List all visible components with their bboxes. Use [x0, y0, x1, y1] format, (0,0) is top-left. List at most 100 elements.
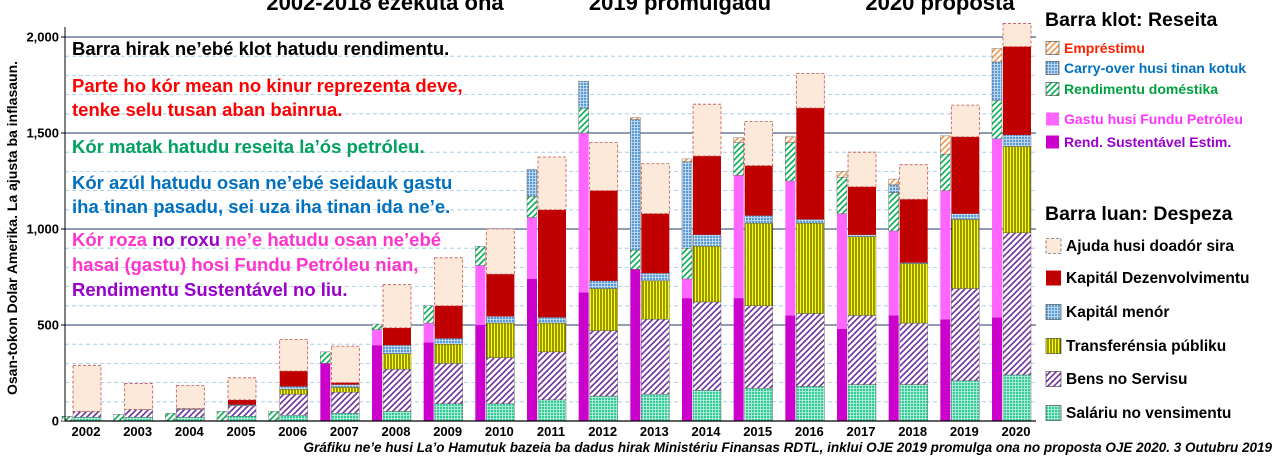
annotation-run: ne’e hatudu osan ne’ebé	[220, 229, 441, 250]
legend-swatch	[1046, 270, 1061, 286]
spending-bar	[950, 104, 980, 138]
legend-title: Barra luan: Despeza	[1045, 203, 1233, 225]
y-tick-label: 500	[37, 318, 59, 333]
x-tick-label: 2006	[278, 424, 307, 439]
spending-bar	[227, 416, 257, 422]
spending-bar	[537, 399, 567, 422]
spending-bar	[1003, 46, 1031, 135]
legend-swatch	[1045, 405, 1062, 421]
spending-bar	[486, 357, 515, 404]
spending-bar	[796, 219, 825, 224]
spending-bar	[692, 234, 722, 247]
x-tick-label: 2020	[1002, 424, 1031, 439]
annotation: Parte ho kór mean no kinur reprezenta de…	[72, 75, 463, 96]
y-tick-label: 2,000	[26, 30, 59, 45]
receipts-bar	[526, 196, 538, 218]
spending-bar	[796, 223, 825, 314]
spending-bar	[486, 274, 515, 317]
spending-bar	[227, 377, 257, 401]
spending-bar	[382, 344, 412, 355]
spending-bar	[382, 411, 412, 422]
spending-bar	[641, 393, 670, 422]
spending-bar	[124, 383, 154, 410]
spending-bar	[72, 364, 102, 412]
receipts-bar	[681, 247, 693, 280]
receipts-bar	[991, 100, 1003, 139]
receipts-bar	[165, 413, 176, 422]
receipts-bar	[423, 342, 434, 421]
spending-bar	[899, 384, 928, 422]
spending-bar	[175, 385, 205, 409]
receipts-bar	[320, 351, 331, 364]
annotation: hasai (gastu) hosi Fundu Petróleu nian,	[72, 254, 418, 275]
spending-bar	[589, 142, 619, 192]
spending-bar	[279, 393, 308, 416]
annotation-run: tenke selu tusan aban bainrua.	[72, 99, 342, 120]
spending-bar	[589, 330, 618, 397]
spending-bar	[382, 368, 412, 412]
legend-label: Bens no Servisu	[1066, 371, 1187, 388]
receipts-bar	[578, 107, 589, 134]
legend-label: Transferénsia públiku	[1066, 338, 1226, 355]
spending-bar	[951, 380, 980, 422]
y-tick-label: 0	[52, 414, 59, 429]
x-tick-label: 2002	[72, 424, 101, 439]
receipts-bar	[372, 345, 382, 421]
receipts-bar	[733, 142, 744, 176]
receipts-bar	[630, 269, 641, 421]
spending-bar	[1002, 146, 1032, 234]
x-tick-label: 2007	[330, 424, 359, 439]
annotation: Kór azúl hatudu osan ne’ebé seidauk gast…	[72, 172, 452, 193]
spending-bar	[641, 319, 670, 395]
receipts-bar	[475, 246, 486, 266]
spending-bar	[537, 351, 567, 401]
spending-bar	[951, 136, 980, 214]
spending-bar	[796, 313, 825, 387]
receipts-bar	[372, 329, 382, 346]
spending-bar	[641, 280, 670, 320]
spending-bar	[434, 403, 463, 422]
receipts-bar	[837, 213, 847, 329]
spending-bar	[847, 384, 877, 422]
receipts-bar	[991, 61, 1003, 101]
spending-bar	[744, 121, 774, 167]
spending-bar	[692, 246, 722, 303]
receipts-bar	[785, 142, 796, 182]
annotation-run: iha tinan pasadu, sei uza iha tinan ida …	[72, 196, 450, 217]
annotation: Kór roza no roxu ne’e hatudu osan ne’ebé	[72, 229, 441, 250]
x-tick-label: 2013	[640, 424, 669, 439]
receipts-bar	[475, 325, 486, 421]
spending-bar	[434, 338, 463, 345]
spending-bar	[330, 345, 360, 383]
receipts-bar	[992, 138, 1002, 318]
spending-bar	[537, 317, 567, 324]
legend-label: Empréstimu	[1064, 40, 1145, 56]
spending-bar	[589, 190, 618, 281]
legend-swatch	[1045, 82, 1060, 96]
receipts-bar	[320, 363, 331, 421]
receipts-bar	[836, 176, 848, 214]
x-tick-label: 2012	[588, 424, 617, 439]
receipts-bar	[940, 153, 951, 191]
footnote: Gráfiku ne’e husi La’o Hamutuk bazeia ba…	[304, 440, 1273, 455]
spending-bar	[279, 371, 308, 387]
spending-bar	[279, 338, 309, 372]
spending-bar	[382, 353, 412, 370]
legend-swatch	[1045, 371, 1062, 387]
spending-bar	[692, 103, 722, 157]
spending-bar	[486, 322, 515, 358]
receipts-bar	[836, 171, 848, 178]
receipts-bar	[888, 178, 899, 186]
legend-swatch	[1046, 112, 1059, 126]
chart-title: 2020 proposta	[865, 0, 1015, 15]
spending-bar	[848, 186, 876, 235]
legend-label: Saláriu no vensimentu	[1066, 405, 1231, 422]
spending-bar	[331, 387, 360, 393]
spending-bar	[537, 156, 567, 211]
legend-label: Ajuda husi doadór sira	[1066, 238, 1234, 255]
spending-bar	[692, 390, 722, 422]
spending-bar	[1002, 232, 1032, 376]
x-tick-label: 2014	[692, 424, 722, 439]
spending-bar	[72, 411, 102, 418]
spending-bar	[847, 234, 877, 237]
